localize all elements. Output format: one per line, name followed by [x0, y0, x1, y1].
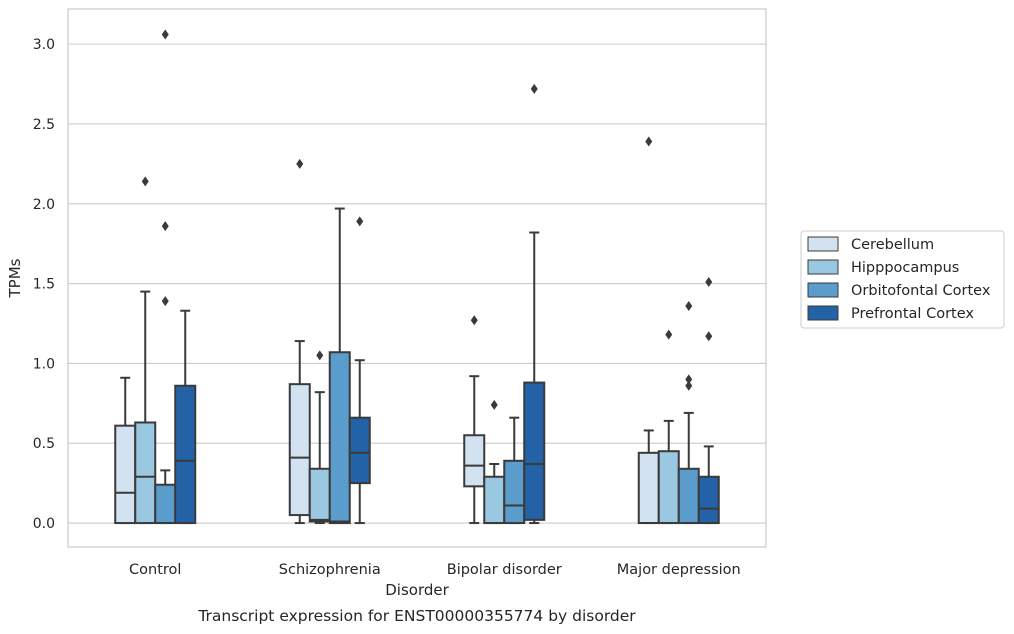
box-iqr — [503, 459, 526, 525]
legend: Cerebellum Hipppocampus Orbitofontal Corte… — [800, 230, 1005, 329]
box-cerebellum — [114, 376, 137, 525]
box-prefrontal-cortex — [348, 216, 371, 525]
x-tick-label: Major depression — [617, 562, 741, 578]
box-iqr — [523, 381, 546, 521]
outlier-point — [685, 374, 693, 385]
legend-label: Prefrontal Cortex — [851, 306, 974, 322]
box-iqr — [637, 451, 660, 525]
y-tick-label: 1.5 — [33, 277, 55, 293]
box-prefrontal-cortex — [697, 276, 720, 525]
plot-frame — [67, 8, 767, 548]
y-tick-labels: 0.0 0.5 1.0 1.5 2.0 2.5 3.0 — [33, 37, 55, 532]
box-iqr — [483, 475, 506, 525]
box-iqr — [348, 416, 371, 485]
x-tick-label: Control — [129, 562, 181, 578]
outlier-point — [316, 350, 324, 361]
box-prefrontal-cortex — [523, 83, 546, 525]
box-iqr — [308, 467, 331, 523]
box-iqr — [677, 467, 700, 525]
outlier-point — [530, 83, 538, 94]
legend-label: Cerebellum — [851, 237, 934, 253]
legend-swatch — [807, 305, 839, 321]
outlier-point — [296, 158, 304, 169]
box-cerebellum — [463, 315, 486, 525]
outlier-point — [490, 399, 498, 410]
box-iqr — [114, 424, 137, 525]
x-axis-label: Disorder — [385, 581, 449, 599]
legend-swatch — [807, 259, 839, 275]
outlier-point — [685, 380, 693, 391]
y-axis-label: TPMs — [6, 258, 24, 298]
y-tick-label: 3.0 — [33, 37, 55, 53]
box-series-layer — [114, 29, 720, 525]
outlier-point — [356, 216, 364, 227]
box-cerebellum — [288, 158, 311, 525]
chart-caption: Transcript expression for ENST0000035577… — [197, 607, 636, 625]
box-prefrontal-cortex — [174, 309, 197, 525]
box-iqr — [134, 421, 157, 525]
box-orbitofontal-cortex — [154, 29, 177, 525]
legend-label: Orbitofontal Cortex — [851, 283, 991, 299]
y-tick-label: 0.5 — [33, 436, 55, 452]
box-orbitofontal-cortex — [677, 300, 700, 525]
x-tick-label: Schizophrenia — [279, 562, 381, 578]
box-iqr — [154, 483, 177, 525]
y-tick-label: 1.0 — [33, 356, 55, 372]
box-cerebellum — [637, 136, 660, 525]
outlier-point — [141, 176, 149, 187]
outlier-point — [705, 276, 713, 287]
outlier-point — [161, 29, 169, 40]
y-tick-label: 2.0 — [33, 197, 55, 213]
box-iqr — [328, 351, 351, 525]
outlier-point — [665, 329, 673, 340]
box-iqr — [697, 475, 720, 525]
legend-frame — [800, 230, 1005, 329]
legend-label: Hipppocampus — [851, 260, 959, 276]
outlier-point — [705, 331, 713, 342]
y-tick-label: 0.0 — [33, 516, 55, 532]
box-iqr — [657, 450, 680, 525]
outlier-point — [645, 136, 653, 147]
box-iqr — [288, 383, 311, 517]
outlier-point — [470, 315, 478, 326]
y-tick-label: 2.5 — [33, 117, 55, 133]
outlier-point — [685, 300, 693, 311]
box-hipppocampus — [134, 176, 157, 525]
legend-swatch — [807, 282, 839, 298]
box-iqr — [174, 384, 197, 525]
box-iqr — [463, 434, 486, 488]
x-tick-label: Bipolar disorder — [447, 562, 562, 578]
outlier-point — [161, 221, 169, 232]
legend-swatch — [807, 236, 839, 252]
outlier-point — [161, 296, 169, 307]
x-tick-labels: Control Schizophrenia Bipolar disorder Majo… — [129, 562, 741, 578]
